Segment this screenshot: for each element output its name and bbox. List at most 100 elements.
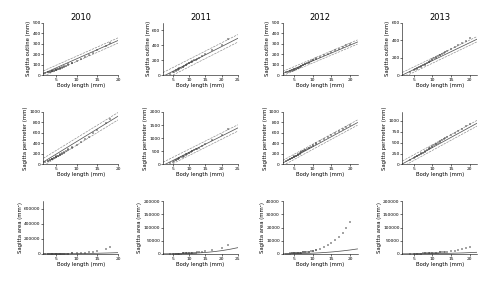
Point (305, 60, 313, 64)
Point (320, 245, 328, 250)
Point (458, 247, 466, 252)
Point (73, 251, 80, 255)
Point (299, 63, 307, 68)
Point (179, 251, 187, 256)
Point (436, 53, 443, 58)
Point (185, 151, 193, 155)
Point (414, 66, 421, 70)
Point (54, 67, 62, 71)
Point (68, 251, 76, 256)
Point (185, 61, 193, 65)
Point (60, 251, 68, 256)
Point (50, 252, 58, 256)
Point (48, 157, 55, 162)
Point (284, 70, 292, 74)
Y-axis label: Sagitta area (mm²): Sagitta area (mm²) (260, 202, 265, 253)
Point (48, 69, 55, 74)
X-axis label: Body length (mm): Body length (mm) (415, 83, 464, 88)
Point (428, 251, 436, 255)
Point (462, 246, 470, 250)
Point (52, 68, 60, 72)
Point (46, 69, 54, 74)
Point (447, 249, 455, 254)
Point (458, 126, 466, 131)
Point (187, 60, 195, 65)
Point (305, 146, 313, 150)
Point (316, 139, 324, 144)
Point (198, 250, 206, 254)
Point (52, 154, 60, 158)
Point (48, 69, 55, 73)
Point (425, 251, 432, 255)
Point (60, 64, 68, 69)
Point (447, 47, 455, 51)
Point (44, 252, 52, 256)
Point (430, 56, 438, 61)
Point (102, 44, 109, 49)
Point (417, 64, 425, 69)
Point (40, 160, 47, 164)
Point (218, 246, 226, 250)
Point (307, 59, 315, 63)
Point (294, 65, 302, 70)
X-axis label: Body length (mm): Body length (mm) (296, 172, 344, 177)
Point (193, 146, 201, 151)
Point (427, 145, 434, 150)
Point (440, 250, 447, 254)
Point (195, 250, 202, 255)
Point (320, 53, 328, 58)
Point (406, 158, 414, 162)
Point (421, 251, 428, 255)
X-axis label: Body length (mm): Body length (mm) (57, 172, 105, 177)
Point (297, 64, 305, 68)
Y-axis label: Sagitta area (mm²): Sagitta area (mm²) (18, 202, 23, 253)
Point (451, 131, 458, 135)
Point (335, 47, 343, 51)
Point (327, 133, 335, 138)
Point (292, 153, 300, 158)
Point (218, 43, 226, 47)
Point (295, 65, 303, 69)
Point (423, 251, 430, 255)
Point (40, 71, 47, 75)
Point (174, 67, 182, 72)
Point (68, 146, 76, 150)
Point (190, 58, 198, 63)
Point (335, 235, 343, 239)
Point (44, 252, 52, 256)
Point (174, 157, 182, 161)
Point (48, 252, 55, 256)
Point (414, 251, 421, 256)
Point (436, 139, 443, 144)
Point (290, 155, 298, 159)
Point (41, 70, 49, 75)
Point (290, 251, 298, 255)
Point (301, 147, 309, 152)
Point (188, 250, 196, 255)
Point (68, 145, 76, 149)
Point (327, 50, 335, 54)
X-axis label: Body length (mm): Body length (mm) (57, 83, 105, 88)
Point (462, 124, 470, 128)
Point (174, 157, 182, 162)
Point (52, 252, 60, 256)
Title: 2010: 2010 (70, 13, 91, 22)
Point (417, 251, 425, 256)
Point (198, 144, 206, 148)
Point (50, 69, 58, 73)
Point (60, 150, 68, 155)
Point (65, 251, 72, 256)
Point (442, 50, 449, 54)
Point (48, 252, 55, 256)
Point (406, 69, 414, 74)
Point (282, 252, 290, 256)
Point (305, 146, 313, 150)
Point (451, 248, 458, 253)
Y-axis label: Sagitta outline (mm): Sagitta outline (mm) (265, 21, 270, 76)
Point (58, 151, 66, 156)
Point (466, 245, 473, 249)
Point (307, 145, 315, 149)
Point (294, 66, 302, 70)
Point (46, 158, 54, 162)
Point (41, 252, 49, 256)
